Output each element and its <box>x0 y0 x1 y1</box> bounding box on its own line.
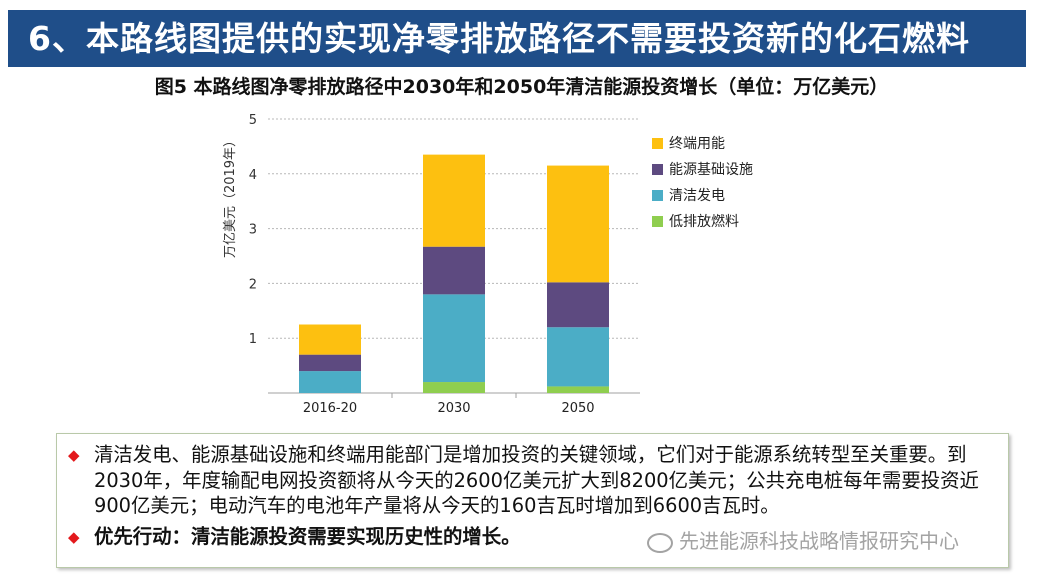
legend-label: 清洁发电 <box>669 188 725 204</box>
x-tick-label: 2016-20 <box>303 401 357 416</box>
legend-label: 终端用能 <box>669 136 725 152</box>
title-banner: 6、本路线图提供的实现净零排放路径不需要投资新的化石燃料 <box>8 10 1026 67</box>
bar-segment <box>547 327 609 387</box>
x-tick-labels: 2016-20 2030 2050 <box>303 393 595 416</box>
legend-label: 低排放燃料 <box>669 213 739 230</box>
y-tick-label: 5 <box>249 113 257 128</box>
bar-segment <box>423 246 485 295</box>
wechat-icon <box>647 532 673 553</box>
y-tick-label: 1 <box>249 332 257 347</box>
diamond-bullet-icon: ◆ <box>68 528 80 546</box>
bar-segment <box>423 294 485 383</box>
bar-segment <box>423 154 485 247</box>
bar-segment <box>423 382 485 393</box>
legend-swatch <box>652 190 663 201</box>
notes-panel: ◆ 清洁发电、能源基础设施和终端用能部门是增加投资的关键领域，它们对于能源系统转… <box>56 433 1009 568</box>
legend-swatch <box>652 138 663 149</box>
priority-action-note: 优先行动：清洁能源投资需要实现历史性的增长。 <box>94 525 521 548</box>
bar-segment <box>547 282 609 328</box>
legend-swatch <box>652 216 663 227</box>
y-tick-label: 3 <box>249 223 257 238</box>
y-tick-label: 2 <box>249 277 257 292</box>
bar-segment <box>299 324 361 355</box>
legend-swatch <box>652 164 663 175</box>
bar-segment <box>299 371 361 393</box>
y-tick-labels: 1 2 3 4 5 <box>249 113 257 347</box>
x-tick-label: 2050 <box>561 401 594 416</box>
bar-segment <box>299 354 361 372</box>
bars <box>299 154 609 393</box>
note-paragraph: 清洁发电、能源基础设施和终端用能部门是增加投资的关键领域，它们对于能源系统转型至… <box>94 443 979 517</box>
slide-title: 6、本路线图提供的实现净零排放路径不需要投资新的化石燃料 <box>28 19 970 58</box>
watermark-text: 先进能源科技战略情报研究中心 <box>679 529 959 553</box>
y-axis-label: 万亿美元（2019年） <box>223 134 238 258</box>
watermark: 先进能源科技战略情报研究中心 <box>647 525 959 554</box>
bar-segment <box>547 386 609 393</box>
diamond-bullet-icon: ◆ <box>68 446 80 464</box>
y-tick-label: 4 <box>249 168 257 183</box>
bar-segment <box>547 165 609 283</box>
legend-label: 能源基础设施 <box>669 161 753 178</box>
stacked-bar-chart: 1 2 3 4 5 万亿美元（2019年） 2016-20 2030 2050 终端用能能源… <box>223 113 753 416</box>
x-tick-label: 2030 <box>437 401 470 416</box>
chart-title: 图5 本路线图净零排放路径中2030年和2050年清洁能源投资增长（单位：万亿美… <box>154 76 889 98</box>
